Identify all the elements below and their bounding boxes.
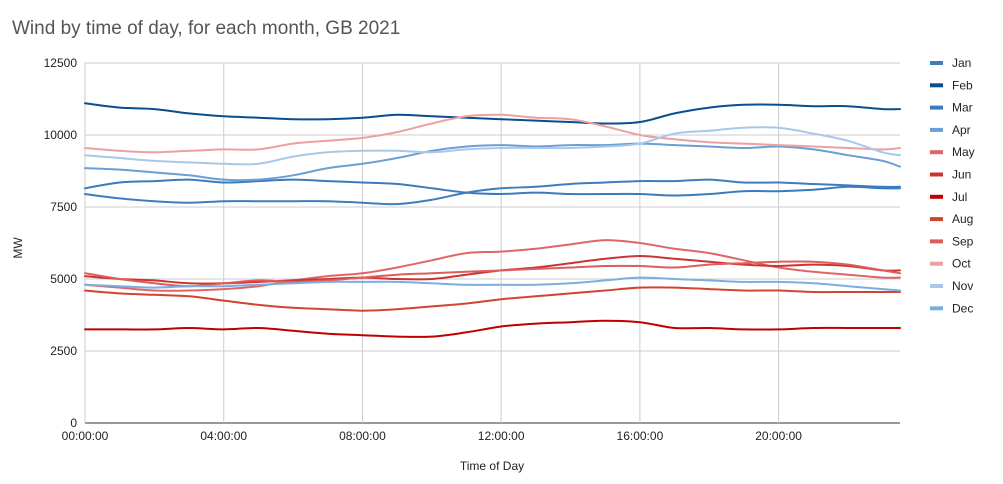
y-tick-label: 5000 xyxy=(50,272,77,286)
series-line-oct xyxy=(84,113,901,154)
series-line-feb xyxy=(84,102,901,125)
x-axis-title: Time of Day xyxy=(460,459,524,473)
y-tick-label: 12500 xyxy=(44,56,78,70)
legend-label-jun: Jun xyxy=(952,168,971,182)
legend-swatch-dec xyxy=(930,306,943,311)
legend-label-mar: Mar xyxy=(952,101,973,115)
series-line-nov xyxy=(84,126,901,166)
x-tick-label: 12:00:00 xyxy=(478,429,525,443)
x-tick-label: 20:00:00 xyxy=(755,429,802,443)
legend-swatch-mar xyxy=(930,105,943,110)
legend-swatch-aug xyxy=(930,217,943,222)
grid-layer xyxy=(84,62,900,424)
series-line-dec xyxy=(84,276,901,292)
legend-swatch-apr xyxy=(930,127,943,132)
series-line-jan xyxy=(84,178,901,206)
legend-swatch-sep xyxy=(930,239,943,244)
legend-label-oct: Oct xyxy=(952,257,971,271)
y-tick-label: 10000 xyxy=(44,128,78,142)
legend-label-aug: Aug xyxy=(952,212,973,226)
series-line-apr xyxy=(84,142,901,182)
series-lines xyxy=(84,102,901,338)
legend-label-feb: Feb xyxy=(952,78,973,92)
legend-label-jul: Jul xyxy=(952,190,967,204)
legend-label-apr: Apr xyxy=(952,123,971,137)
series-line-may xyxy=(84,239,901,292)
chart-title: Wind by time of day, for each month, GB … xyxy=(12,18,401,39)
legend-swatch-feb xyxy=(930,83,943,88)
y-tick-label: 2500 xyxy=(50,344,77,358)
legend-label-sep: Sep xyxy=(952,234,974,248)
series-line-mar xyxy=(84,178,901,197)
legend-swatch-nov xyxy=(930,284,943,288)
y-tick-label: 0 xyxy=(70,416,77,430)
legend-swatch-jul xyxy=(930,194,943,199)
legend-label-dec: Dec xyxy=(952,301,973,315)
x-tick-label: 08:00:00 xyxy=(339,429,386,443)
legend-label-jan: Jan xyxy=(952,56,971,70)
x-tick-label: 04:00:00 xyxy=(200,429,247,443)
y-tick-label: 7500 xyxy=(50,200,77,214)
legend-swatch-oct xyxy=(930,261,943,266)
legend-swatch-may xyxy=(930,150,943,155)
legend: Jan Feb Mar Apr May Jun Jul Aug Sep Oct Nov Dec xyxy=(930,56,975,315)
legend-label-nov: Nov xyxy=(952,279,973,293)
legend-swatch-jun xyxy=(930,172,943,177)
x-tick-label: 00:00:00 xyxy=(62,429,109,443)
tick-labels: 0 2500 5000 7500 10000 12500 00:00:00 04:00:00 0… xyxy=(44,56,803,443)
x-tick-label: 16:00:00 xyxy=(617,429,664,443)
legend-swatch-jan xyxy=(930,61,943,65)
series-line-jul xyxy=(84,319,901,338)
series-line-sep xyxy=(84,260,901,288)
series-line-aug xyxy=(84,286,901,312)
y-axis-title: MW xyxy=(11,237,25,259)
legend-label-may: May xyxy=(952,145,975,159)
